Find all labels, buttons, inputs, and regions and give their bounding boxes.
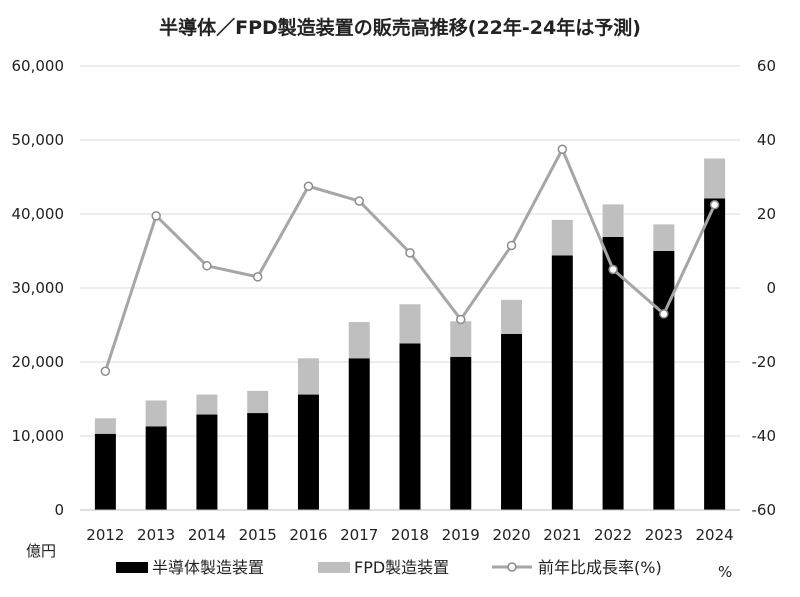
x-tick-label: 2019 [442,526,480,544]
y-right-tick-label: 20 [757,205,776,223]
y-left-tick-label: 40,000 [12,205,65,223]
legend: 半導体製造装置 FPD製造装置 前年比成長率(%) [116,558,662,577]
x-tick-label: 2017 [340,526,378,544]
y-left-tick-label: 0 [54,501,64,519]
fpd-bar [348,322,370,359]
legend-swatch-growth-point [507,562,517,572]
x-tick-label: 2014 [188,526,226,544]
y-right-tick-label: 60 [757,57,776,75]
growth-point [151,211,161,221]
x-tick-label: 2022 [594,526,632,544]
x-tick-label: 2023 [645,526,683,544]
x-tick-label: 2013 [137,526,175,544]
x-tick-label: 2012 [86,526,124,544]
y-right-tick-label: -60 [752,501,777,519]
fpd-bar [145,400,167,427]
legend-label-growth: 前年比成長率(%) [538,558,662,577]
growth-point [202,261,212,271]
fpd-bar [399,304,421,344]
x-tick-label: 2016 [289,526,327,544]
y-right-tick-label: 0 [766,279,776,297]
fpd-bar [450,321,472,357]
fpd-bar [704,158,726,199]
growth-point [354,196,364,206]
y-right-tick-label: -20 [752,353,777,371]
y-left-tick-label: 60,000 [12,57,65,75]
fpd-bar [297,358,319,395]
legend-swatch-semiconductor [116,562,148,573]
growth-point [100,366,111,376]
semiconductor-bar [501,333,523,510]
y-left-tick-label: 10,000 [12,427,65,445]
right-axis-unit: % [718,563,732,581]
semiconductor-bar [551,255,573,510]
growth-point [456,314,466,325]
x-tick-label: 2020 [492,526,530,544]
semiconductor-bar [348,358,370,510]
growth-line-series [100,144,720,376]
semiconductor-bar [399,343,421,510]
growth-point [303,181,314,191]
legend-swatch-fpd [318,562,350,573]
semiconductor-bar [653,251,675,510]
bar-series [94,158,726,510]
fpd-bar [653,224,675,251]
fpd-bar [501,299,523,334]
growth-point [252,272,263,282]
semiconductor-bar [704,198,726,510]
fpd-bar [602,204,624,237]
x-tick-label: 2018 [391,526,429,544]
fpd-bar [94,418,116,434]
semiconductor-bar [602,236,624,510]
y-left-tick-label: 30,000 [12,279,65,297]
growth-point [506,240,517,251]
legend-label-semiconductor: 半導体製造装置 [152,558,264,577]
gridlines [80,65,740,437]
axes: 0 -60 10,000 -40 20,000 -20 30,000 0 40,000 20 50,… [12,57,777,544]
semiconductor-bar [145,426,167,510]
growth-point [405,248,415,258]
y-left-tick-label: 50,000 [12,131,65,149]
x-tick-label: 2024 [696,526,734,544]
semiconductor-bar [247,413,269,510]
growth-point [557,144,568,154]
fpd-bar [551,219,573,256]
semiconductor-bar [297,394,319,510]
semiconductor-bar [94,433,116,510]
y-right-tick-label: 40 [757,131,776,149]
y-left-tick-label: 20,000 [12,353,65,371]
semiconductor-bar [196,414,218,510]
chart-title: 半導体／FPD製造装置の販売高推移(22年-24年は予測) [159,16,641,39]
semiconductor-bar [450,356,472,510]
x-tick-label: 2015 [239,526,277,544]
left-axis-unit: 億円 [26,542,56,560]
fpd-bar [196,394,218,415]
growth-point [659,309,669,319]
y-right-tick-label: -40 [752,427,777,445]
x-tick-label: 2021 [543,526,581,544]
growth-point [608,264,618,275]
growth-point [709,200,720,210]
legend-label-fpd: FPD製造装置 [354,558,449,577]
fpd-bar [247,390,269,414]
